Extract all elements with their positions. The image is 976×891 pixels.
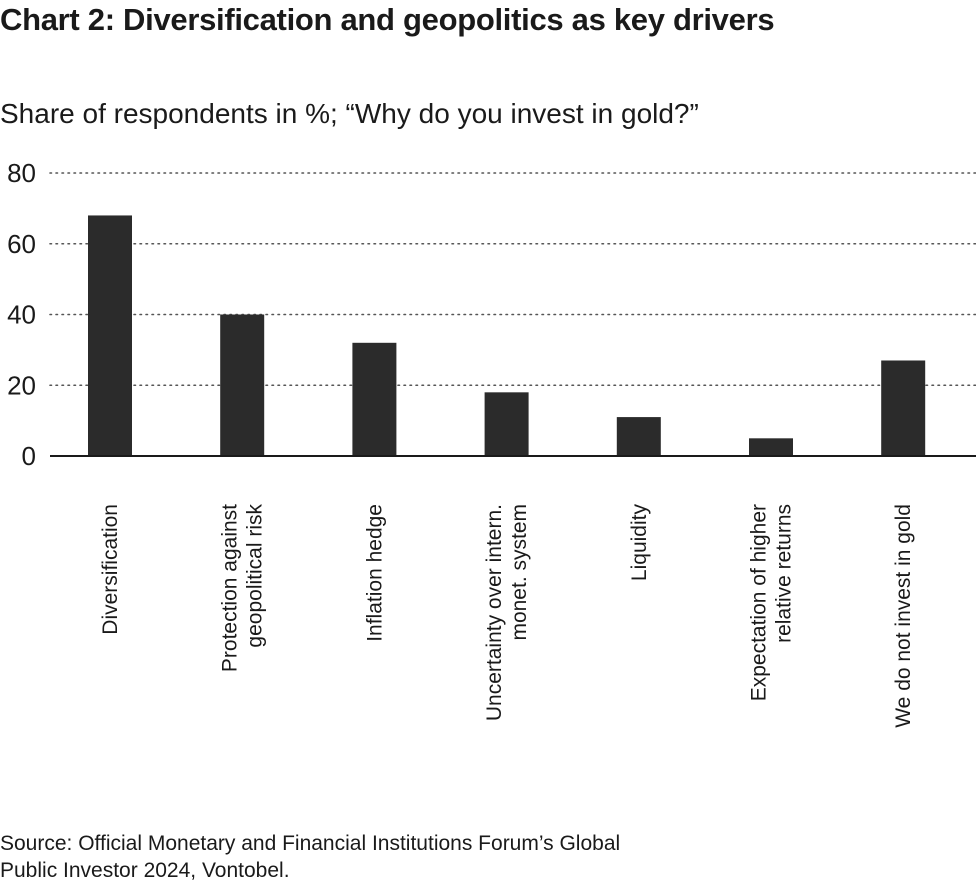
category-label: relative returns [773, 504, 796, 643]
category-label: Inflation hedge [363, 504, 386, 642]
category-label: Diversification [99, 504, 122, 635]
y-tick-label: 20 [7, 370, 36, 400]
bar [220, 314, 265, 456]
y-tick-label: 80 [7, 158, 36, 188]
bar [484, 392, 529, 456]
chart-title: Chart 2: Diversification and geopolitics… [0, 2, 775, 37]
y-tick-label: 40 [7, 300, 36, 330]
chart-subtitle: Share of respondents in %; “Why do you i… [0, 98, 699, 129]
category-label: Expectation of higher [748, 504, 771, 701]
y-axis-ticks: 0 20 40 60 80 [7, 158, 36, 471]
source-line-2: Public Investor 2024, Vontobel. [0, 859, 290, 882]
bar [352, 342, 397, 456]
category-label: Uncertainty over intern. [483, 504, 506, 721]
category-label: monet. system [508, 504, 531, 641]
bar [749, 438, 793, 456]
y-tick-label: 0 [22, 441, 36, 471]
category-label: We do not invest in gold [892, 504, 915, 728]
y-tick-label: 60 [7, 229, 36, 259]
bar-chart: 0 20 40 60 80 Diversification Protection agai… [7, 158, 976, 728]
category-label: Liquidity [628, 504, 651, 582]
bar [881, 360, 926, 456]
gridlines [49, 172, 976, 387]
bar [616, 417, 661, 456]
category-label: Protection against [219, 504, 242, 672]
category-labels: Diversification Protection against geopoli… [99, 504, 915, 728]
bar [88, 215, 132, 456]
source-note: Source: Official Monetary and Financial … [0, 830, 620, 884]
bars [88, 215, 926, 456]
source-line-1: Source: Official Monetary and Financial … [0, 832, 621, 855]
category-label: geopolitical risk [244, 504, 267, 648]
